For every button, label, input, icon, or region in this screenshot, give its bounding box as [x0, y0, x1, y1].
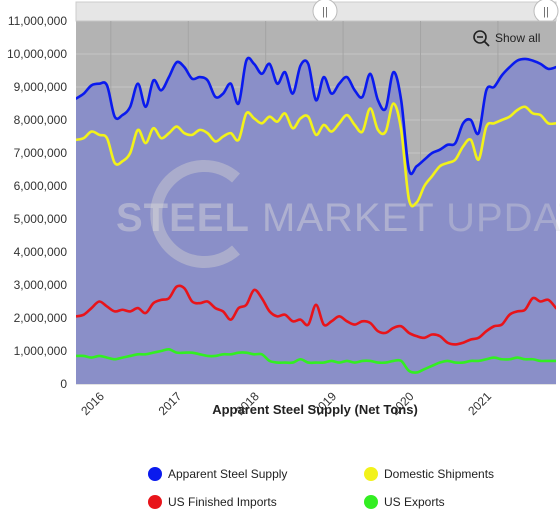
legend-marker: [148, 467, 162, 481]
y-tick-label: 11,000,000: [8, 14, 67, 28]
watermark-ring-icon: [150, 160, 240, 268]
us-exports-line: [76, 348, 556, 374]
y-tick-label: 5,000,000: [14, 212, 68, 226]
y-tick-label: 9,000,000: [14, 80, 68, 94]
legend: Apparent Steel Supply Domestic Shipments U…: [148, 467, 494, 509]
y-tick-label: 10,000,000: [7, 47, 67, 61]
y-axis: 0 1,000,000 2,000,000 3,000,000 4,000,000 5,0…: [7, 14, 67, 391]
y-tick-label: 1,000,000: [14, 344, 68, 358]
legend-item-us-finished-imports[interactable]: US Finished Imports: [148, 495, 277, 509]
zoom-out-icon-handle: [483, 40, 490, 47]
y-tick-label: 4,000,000: [14, 245, 68, 259]
watermark-bold: STEEL: [116, 196, 250, 240]
navigator-right-handle[interactable]: ||: [533, 0, 559, 24]
drag-handle-icon: ||: [543, 6, 549, 18]
y-tick-label: 3,000,000: [14, 278, 68, 292]
apparent-steel-supply-line: [76, 56, 556, 176]
y-tick-label: 8,000,000: [14, 113, 68, 127]
watermark-light: UPDATE: [446, 196, 560, 240]
navigator-left-handle[interactable]: ||: [312, 0, 338, 24]
us-finished-imports-line: [76, 284, 556, 346]
x-tick-label: 2021: [465, 389, 494, 418]
y-tick-label: 6,000,000: [14, 179, 68, 193]
svg-text:STEEL MARKET UPDATE: STEEL MARKET UPDATE: [116, 196, 560, 240]
y-tick-label: 7,000,000: [14, 146, 68, 160]
legend-marker: [364, 467, 378, 481]
legend-label: Domestic Shipments: [384, 467, 494, 481]
legend-label: US Finished Imports: [168, 495, 277, 509]
show-all-button[interactable]: Show all: [473, 30, 540, 47]
legend-marker: [364, 495, 378, 509]
domestic-shipments-line: [76, 102, 556, 208]
drag-handle-icon: ||: [322, 6, 328, 18]
show-all-label: Show all: [495, 31, 540, 45]
series-lines: [76, 56, 556, 374]
legend-item-domestic-shipments[interactable]: Domestic Shipments: [364, 467, 494, 481]
y-tick-label: 2,000,000: [14, 311, 68, 325]
legend-label: Apparent Steel Supply: [168, 467, 287, 481]
watermark-mid: MARKET: [250, 196, 446, 240]
x-tick-label: 2017: [156, 389, 185, 418]
y-tick-label: 0: [60, 377, 67, 391]
zoom-out-icon: [473, 30, 487, 44]
x-axis-title: Apparent Steel Supply (Net Tons): [212, 402, 418, 417]
watermark: STEEL MARKET UPDATE: [116, 160, 560, 268]
legend-label: US Exports: [384, 495, 445, 509]
legend-item-us-exports[interactable]: US Exports: [364, 495, 445, 509]
x-tick-label: 2016: [78, 389, 107, 418]
legend-marker: [148, 495, 162, 509]
legend-item-apparent-steel-supply[interactable]: Apparent Steel Supply: [148, 467, 287, 481]
